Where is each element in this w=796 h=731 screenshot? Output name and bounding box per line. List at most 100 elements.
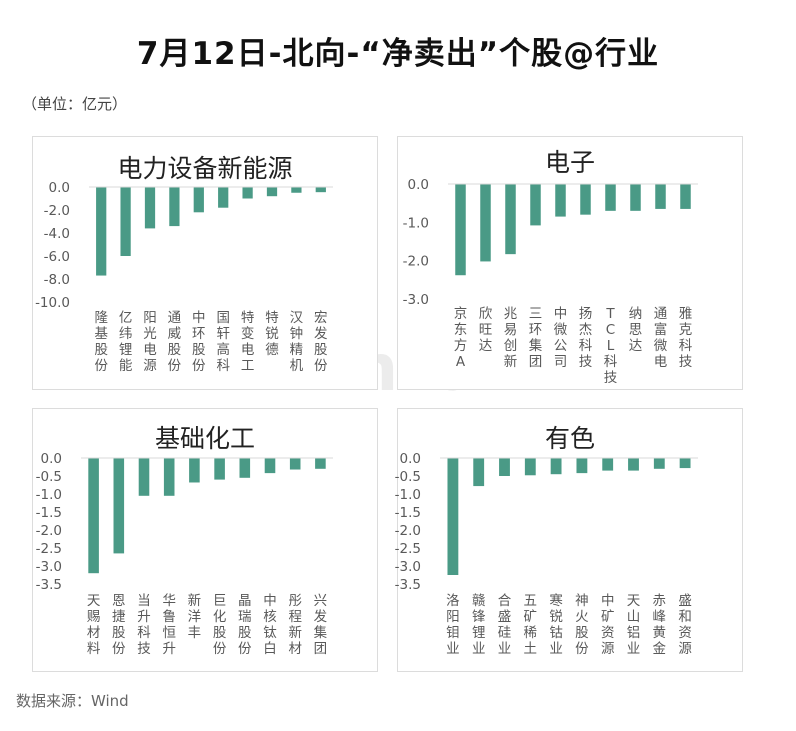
category-label: T: [605, 306, 615, 322]
y-tick-label: -2.0: [36, 523, 62, 539]
category-label: 锂: [472, 625, 486, 641]
category-label: 锐: [265, 326, 279, 342]
category-label: 技: [679, 354, 693, 370]
bar: [580, 184, 591, 215]
category-label: 白: [263, 641, 277, 657]
category-label: 源: [601, 641, 615, 657]
category-label: 材: [87, 625, 101, 641]
category-label: 克: [679, 322, 693, 338]
y-tick-label: 0.0: [41, 451, 62, 467]
category-label: 核: [263, 609, 277, 625]
category-label: 科: [579, 338, 593, 354]
category-label: 三: [529, 306, 543, 322]
category-label: 环: [529, 322, 543, 338]
category-label: 合: [498, 593, 512, 609]
bar: [315, 187, 326, 193]
category-label: 技: [137, 641, 151, 657]
category-label: 精: [290, 342, 304, 358]
bar: [242, 187, 253, 199]
category-label: 能: [119, 358, 133, 374]
category-label: 峰: [653, 609, 667, 625]
category-label: 钼: [446, 625, 460, 641]
category-label: 中: [554, 306, 568, 322]
category-label: 旺: [479, 322, 493, 338]
bar: [264, 458, 276, 474]
y-tick-label: -2.5: [36, 541, 62, 557]
category-label: 材: [288, 641, 302, 657]
category-label: 业: [627, 641, 641, 657]
category-label: 宏: [314, 310, 328, 326]
category-label: 亿: [119, 310, 133, 326]
category-label: 变: [241, 326, 255, 342]
bar: [447, 458, 459, 575]
category-label: 威: [168, 326, 182, 342]
category-label: 化: [213, 609, 227, 625]
y-tick-label: -3.0: [36, 559, 62, 575]
category-label: 工: [241, 358, 255, 374]
category-label: 股: [112, 625, 126, 641]
bar: [605, 184, 616, 211]
category-label: 股: [238, 625, 252, 641]
category-label: 铝: [627, 625, 641, 641]
bar: [214, 458, 225, 480]
category-label: 份: [575, 641, 589, 657]
y-tick-label: -3.5: [36, 577, 62, 593]
category-label: 微: [554, 322, 568, 338]
category-label: 和: [678, 609, 692, 625]
category-label: 钴: [549, 625, 563, 641]
category-label: 恒: [162, 625, 176, 641]
main-title: 7月12日-北向-“净卖出”个股@行业: [136, 36, 660, 72]
bar: [530, 184, 541, 226]
chart-svg: 电子0.0-1.0-2.0-3.0京东方A欣旺达兆易创新三环集团中微公司扬杰科技…: [403, 148, 698, 386]
category-label: 方: [454, 338, 468, 354]
category-label: 中: [263, 593, 277, 609]
y-tick-label: -0.5: [395, 469, 421, 485]
category-label: 份: [94, 358, 108, 374]
category-label: 洛: [446, 593, 460, 609]
bar: [144, 187, 156, 229]
category-label: 科: [679, 338, 693, 354]
y-tick-label: -1.0: [403, 215, 429, 231]
category-label: 团: [314, 641, 328, 657]
category-label: 达: [479, 338, 493, 354]
category-label: 丰: [188, 625, 202, 641]
category-label: 京: [454, 306, 468, 322]
category-label: 欣: [479, 306, 493, 322]
bar: [120, 187, 131, 256]
category-label: 份: [168, 358, 182, 374]
category-label: 股: [168, 342, 182, 358]
category-label: 业: [549, 641, 563, 657]
category-label: 技: [579, 354, 593, 370]
chart-panel-power-equipment: 电力设备新能源 0.0 -2.0 -4.0 -6.0 -8.0 -10.0 隆基股份 亿纬锂能 阳…: [32, 136, 378, 390]
category-label: 源: [678, 641, 692, 657]
bar: [630, 184, 641, 211]
chart-panel-basic-chemicals: 基础化工 0.0 -0.5 -1.0 -1.5 -2.0 -2.5 -3.0 -3.5 天赐材料恩…: [32, 408, 378, 672]
category-label: 业: [472, 641, 486, 657]
category-label: 晶: [238, 593, 252, 609]
bar: [315, 458, 326, 469]
category-label: 国: [216, 310, 230, 326]
y-tick-label: -2.5: [395, 541, 421, 557]
category-label: 寒: [549, 592, 563, 609]
y-tick-label: -1.5: [395, 505, 421, 521]
category-label: 稀: [524, 625, 538, 641]
category-label: 五: [524, 593, 538, 609]
category-label: 微: [654, 338, 668, 354]
bar: [628, 458, 639, 471]
category-label: 中: [601, 593, 615, 609]
y-tick-label: -0.5: [36, 469, 62, 485]
bar: [679, 458, 691, 469]
category-label: 集: [314, 625, 328, 641]
category-label: 高: [216, 341, 230, 358]
category-label: 基: [94, 325, 108, 342]
category-label: 份: [238, 641, 252, 657]
category-label: 富: [654, 321, 668, 338]
bar: [289, 458, 301, 470]
category-label: 瑞: [238, 609, 252, 625]
category-label: 捷: [112, 609, 126, 625]
category-label: 环: [192, 326, 206, 342]
y-tick-label: -6.0: [44, 249, 70, 265]
category-label: A: [456, 354, 466, 370]
bar: [524, 458, 536, 476]
category-label: 钟: [290, 325, 304, 342]
